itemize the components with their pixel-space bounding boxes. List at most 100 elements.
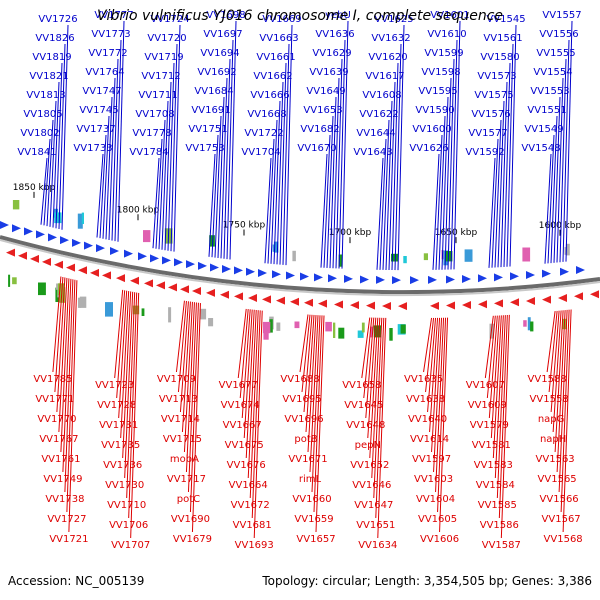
forward-gene-label[interactable]: VV1784 xyxy=(129,147,168,158)
forward-gene-label[interactable]: VV1580 xyxy=(480,52,519,63)
reverse-gene-label[interactable]: VV1709 xyxy=(157,374,196,385)
reverse-gene-label[interactable]: napG xyxy=(538,414,565,425)
reverse-gene-label[interactable]: mobA xyxy=(170,454,199,465)
reverse-gene-label[interactable]: VV1640 xyxy=(408,414,447,425)
forward-gene-label[interactable]: VV1610 xyxy=(427,29,466,40)
reverse-gene-label[interactable]: VV1664 xyxy=(229,480,268,491)
forward-gene-label[interactable]: VV1639 xyxy=(309,67,348,78)
forward-gene-label[interactable]: VV1592 xyxy=(465,147,504,158)
forward-gene-label[interactable]: VV1692 xyxy=(197,67,236,78)
forward-gene-label[interactable]: VV1819 xyxy=(32,52,71,63)
reverse-gene-label[interactable]: VV1657 xyxy=(296,534,335,545)
reverse-gene-label[interactable]: VV1735 xyxy=(101,440,140,451)
reverse-gene-label[interactable]: VV1584 xyxy=(476,480,515,491)
reverse-gene-label[interactable]: VV1646 xyxy=(352,480,391,491)
forward-gene-label[interactable]: VV1726 xyxy=(38,14,77,25)
reverse-gene-label[interactable]: VV1679 xyxy=(173,534,212,545)
reverse-gene-label[interactable]: VV1707 xyxy=(111,540,150,551)
reverse-gene-label[interactable]: VV1721 xyxy=(49,534,88,545)
reverse-gene-label[interactable]: VV1710 xyxy=(107,500,146,511)
forward-gene-label[interactable]: VV1622 xyxy=(359,109,398,120)
forward-gene-label[interactable]: VV1629 xyxy=(312,48,351,59)
forward-gene-label[interactable]: VV1661 xyxy=(256,52,295,63)
forward-gene-label[interactable]: VV1600 xyxy=(412,124,451,135)
forward-gene-label[interactable]: VV1557 xyxy=(542,10,581,21)
forward-gene-label[interactable]: VV1555 xyxy=(536,48,575,59)
reverse-gene-label[interactable]: VV1676 xyxy=(227,460,266,471)
forward-gene-label[interactable]: VV1813 xyxy=(26,90,65,101)
forward-gene-label[interactable]: VV1636 xyxy=(315,29,354,40)
forward-gene-label[interactable]: VV1669 xyxy=(262,14,301,25)
forward-gene-label[interactable]: VV1684 xyxy=(194,86,233,97)
reverse-gene-label[interactable]: VV1728 xyxy=(97,400,136,411)
reverse-gene-label[interactable]: VV1695 xyxy=(282,394,321,405)
forward-gene-label[interactable]: VV1772 xyxy=(88,48,127,59)
forward-gene-label[interactable]: VV1704 xyxy=(241,147,280,158)
forward-gene-label[interactable]: VV1545 xyxy=(486,14,525,25)
reverse-gene-label[interactable]: VV1604 xyxy=(416,494,455,505)
forward-gene-label[interactable]: VV1617 xyxy=(365,71,404,82)
forward-gene-label[interactable]: VV1598 xyxy=(421,67,460,78)
reverse-gene-label[interactable]: VV1565 xyxy=(538,474,577,485)
forward-gene-label[interactable]: VV1697 xyxy=(203,29,242,40)
reverse-gene-label[interactable]: VV1675 xyxy=(225,440,264,451)
reverse-gene-label[interactable]: VV1736 xyxy=(103,460,142,471)
reverse-gene-label[interactable]: rimL xyxy=(299,474,322,485)
forward-gene-label[interactable]: yebU xyxy=(325,10,351,21)
reverse-gene-label[interactable]: VV1635 xyxy=(404,374,443,385)
forward-gene-label[interactable]: VV1753 xyxy=(185,143,224,154)
reverse-gene-label[interactable]: VV1659 xyxy=(294,514,333,525)
forward-gene-label[interactable]: VV1666 xyxy=(250,90,289,101)
reverse-gene-label[interactable]: VV1714 xyxy=(161,414,200,425)
reverse-gene-label[interactable]: VV1597 xyxy=(412,454,451,465)
forward-gene-label[interactable]: VV1708 xyxy=(135,109,174,120)
forward-gene-label[interactable]: VV1632 xyxy=(371,33,410,44)
reverse-gene-label[interactable]: VV1688 xyxy=(280,374,319,385)
reverse-gene-label[interactable]: VV1727 xyxy=(47,514,86,525)
forward-gene-label[interactable]: VV1745 xyxy=(79,105,118,116)
forward-gene-label[interactable]: VV1805 xyxy=(23,109,62,120)
reverse-gene-label[interactable]: VV1767 xyxy=(39,434,78,445)
forward-gene-label[interactable]: VV1561 xyxy=(483,33,522,44)
reverse-gene-label[interactable]: VV1558 xyxy=(530,394,569,405)
forward-gene-label[interactable]: VV1590 xyxy=(415,105,454,116)
reverse-gene-label[interactable]: VV1715 xyxy=(163,434,202,445)
forward-gene-label[interactable]: VV1720 xyxy=(147,33,186,44)
reverse-gene-label[interactable]: VV1717 xyxy=(167,474,206,485)
reverse-gene-label[interactable]: VV1568 xyxy=(544,534,583,545)
forward-gene-label[interactable]: VV1722 xyxy=(244,128,283,139)
forward-gene-label[interactable]: VV1575 xyxy=(474,90,513,101)
reverse-gene-label[interactable]: VV1671 xyxy=(288,454,327,465)
reverse-gene-label[interactable]: potB xyxy=(294,434,317,445)
forward-gene-label[interactable]: VV1595 xyxy=(418,86,457,97)
forward-gene-label[interactable]: VV1577 xyxy=(468,128,507,139)
reverse-gene-label[interactable]: VV1785 xyxy=(33,374,72,385)
reverse-gene-label[interactable]: VV1587 xyxy=(482,540,521,551)
forward-gene-label[interactable]: VV1733 xyxy=(73,143,112,154)
reverse-gene-label[interactable]: VV1647 xyxy=(354,500,393,511)
reverse-gene-label[interactable]: VV1614 xyxy=(410,434,449,445)
reverse-gene-label[interactable]: VV1770 xyxy=(37,414,76,425)
reverse-gene-label[interactable]: VV1696 xyxy=(284,414,323,425)
reverse-gene-label[interactable]: VV1761 xyxy=(41,454,80,465)
reverse-gene-label[interactable]: VV1667 xyxy=(223,420,262,431)
reverse-gene-label[interactable]: VV1693 xyxy=(235,540,274,551)
reverse-gene-label[interactable]: VV1713 xyxy=(159,394,198,405)
reverse-gene-label[interactable]: potC xyxy=(177,494,200,505)
forward-gene-label[interactable]: VV1670 xyxy=(297,143,336,154)
forward-gene-label[interactable]: VV1826 xyxy=(35,33,74,44)
reverse-gene-label[interactable]: VV1771 xyxy=(35,394,74,405)
forward-gene-label[interactable]: VV1576 xyxy=(471,109,510,120)
reverse-gene-label[interactable]: VV1603 xyxy=(414,474,453,485)
forward-gene-label[interactable]: VV1549 xyxy=(524,124,563,135)
forward-gene-label[interactable]: VV1644 xyxy=(356,128,395,139)
forward-gene-label[interactable]: VV1608 xyxy=(362,90,401,101)
reverse-gene-label[interactable]: VV1563 xyxy=(536,454,575,465)
forward-gene-label[interactable]: VV1682 xyxy=(300,124,339,135)
reverse-gene-label[interactable]: VV1674 xyxy=(221,400,260,411)
forward-gene-label[interactable]: VV1841 xyxy=(17,147,56,158)
reverse-gene-label[interactable]: VV1605 xyxy=(418,514,457,525)
reverse-gene-label[interactable]: VV1690 xyxy=(171,514,210,525)
forward-gene-label[interactable]: VV1554 xyxy=(533,67,572,78)
reverse-gene-label[interactable]: VV1652 xyxy=(350,460,389,471)
